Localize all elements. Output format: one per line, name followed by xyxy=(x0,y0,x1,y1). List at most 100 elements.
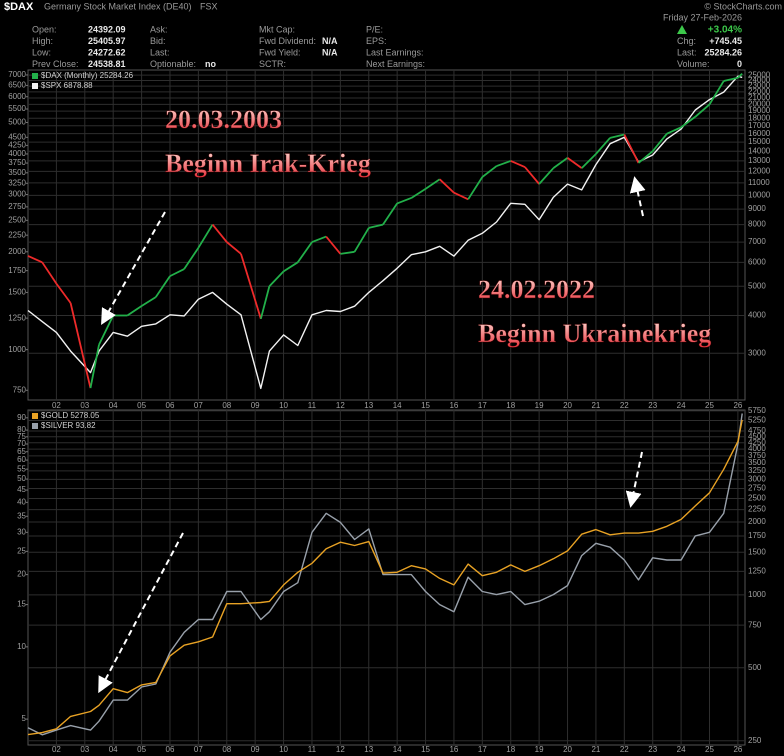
legend-swatch xyxy=(32,73,38,79)
y2-tick-label: 4000 xyxy=(748,311,766,320)
x-tick-label: 25 xyxy=(705,745,714,754)
quote-value: N/A xyxy=(322,36,338,46)
y2-tick-label: 3750 xyxy=(748,451,766,460)
y-tick-label: 15 xyxy=(17,600,26,609)
y2-tick-label: 250 xyxy=(748,736,762,745)
y2-tick-label: 3500 xyxy=(748,458,766,467)
y-tick-label: 75 xyxy=(17,432,26,441)
x-tick-label: 24 xyxy=(677,745,686,754)
price-segment xyxy=(126,305,143,317)
arrow xyxy=(101,211,166,325)
y-tick-label: 2000 xyxy=(8,247,26,256)
quote-label: Fwd Yield: xyxy=(259,47,301,57)
y-tick-label: 3750 xyxy=(8,158,26,167)
y2-tick-label: 5000 xyxy=(748,281,766,290)
y2-tick-label: 7000 xyxy=(748,237,766,246)
price-segment xyxy=(89,344,100,389)
up-arrow-icon xyxy=(677,25,687,34)
legend-swatch xyxy=(32,423,38,429)
quote-label: SCTR: xyxy=(259,59,286,69)
exchange: FSX xyxy=(200,1,218,11)
y2-tick-label: 24000 xyxy=(748,76,771,85)
y-tick-label: 6000 xyxy=(8,92,26,101)
x-tick-label: 13 xyxy=(364,745,373,754)
x-tick-label: 18 xyxy=(506,745,515,754)
y-tick-label: 20 xyxy=(17,570,26,579)
y-tick-label: 4000 xyxy=(8,149,26,158)
quote-value: +745.45 xyxy=(709,36,742,46)
legend-swatch xyxy=(32,413,38,419)
arrow xyxy=(629,176,646,217)
y-tick-label: 2750 xyxy=(8,202,26,211)
price-segment xyxy=(69,302,92,389)
y2-tick-label: 15000 xyxy=(748,137,771,146)
price-segment xyxy=(708,80,725,105)
price-segment xyxy=(623,134,640,164)
y-tick-label: 70 xyxy=(17,439,26,448)
quote-label: Volume: xyxy=(677,59,710,69)
price-segment xyxy=(652,133,668,152)
y-tick-label: 5000 xyxy=(8,118,26,127)
y2-tick-label: 21000 xyxy=(748,93,771,102)
y2-tick-label: 2750 xyxy=(748,484,766,493)
y-tick-label: 30 xyxy=(17,527,26,536)
price-segment xyxy=(297,241,313,263)
x-tick-label: 15 xyxy=(421,401,430,410)
price-segment xyxy=(382,202,398,226)
price-segment xyxy=(211,224,228,243)
price-segment xyxy=(155,275,171,298)
price-segment xyxy=(27,255,43,264)
x-tick-label: 10 xyxy=(279,401,288,410)
y-tick-label: 5500 xyxy=(8,104,26,113)
price-segment xyxy=(396,197,412,205)
price-segment xyxy=(581,153,597,169)
y-tick-label: 50 xyxy=(17,474,26,483)
quote-label: Next Earnings: xyxy=(366,59,425,69)
price-segment xyxy=(566,157,583,169)
quote-value: 0 xyxy=(737,59,742,69)
price-segment xyxy=(439,178,455,194)
price-segment xyxy=(538,167,554,185)
quote-value: 24538.81 xyxy=(88,59,126,69)
arrow xyxy=(625,451,643,508)
y-tick-label: 6500 xyxy=(8,81,26,90)
x-tick-label: 11 xyxy=(308,401,317,410)
x-tick-label: 21 xyxy=(591,745,600,754)
x-tick-label: 15 xyxy=(421,745,430,754)
y2-tick-label: 12000 xyxy=(748,167,771,176)
x-tick-label: 26 xyxy=(733,401,742,410)
price-segment xyxy=(259,285,271,320)
y2-tick-label: 11000 xyxy=(748,178,770,187)
price-segment xyxy=(197,224,214,249)
x-tick-label: 16 xyxy=(449,401,458,410)
x-tick-label: 02 xyxy=(52,745,61,754)
price-segment xyxy=(595,137,611,155)
y-tick-label: 3500 xyxy=(8,168,26,177)
price-segment xyxy=(680,116,696,129)
arrow xyxy=(98,532,184,694)
x-tick-label: 16 xyxy=(449,745,458,754)
y2-tick-label: 5250 xyxy=(748,416,766,425)
quote-date: Friday 27-Feb-2026 xyxy=(663,12,742,22)
x-tick-label: 17 xyxy=(478,401,487,410)
price-segment xyxy=(353,227,370,253)
x-tick-label: 06 xyxy=(166,745,175,754)
quote-label: Last Earnings: xyxy=(366,47,424,57)
quote-value: 25405.97 xyxy=(88,36,126,46)
y2-tick-label: 5750 xyxy=(748,406,766,415)
price-segment xyxy=(226,241,242,255)
price-segment xyxy=(524,166,540,185)
y2-tick-label: 1000 xyxy=(748,590,766,599)
legend-entry: $DAX (Monthly) 25284.26 xyxy=(41,71,134,80)
annotation: 24.02.2022 xyxy=(478,275,595,304)
x-tick-label: 13 xyxy=(364,401,373,410)
legend-entry: $SILVER 93.82 xyxy=(41,421,96,430)
y2-tick-label: 18000 xyxy=(748,113,771,122)
y-tick-label: 25 xyxy=(17,546,26,555)
x-tick-label: 04 xyxy=(109,745,118,754)
y-tick-label: 1500 xyxy=(8,288,26,297)
y-tick-label: 40 xyxy=(17,497,26,506)
y2-tick-label: 6000 xyxy=(748,257,766,266)
price-segment xyxy=(169,268,185,277)
